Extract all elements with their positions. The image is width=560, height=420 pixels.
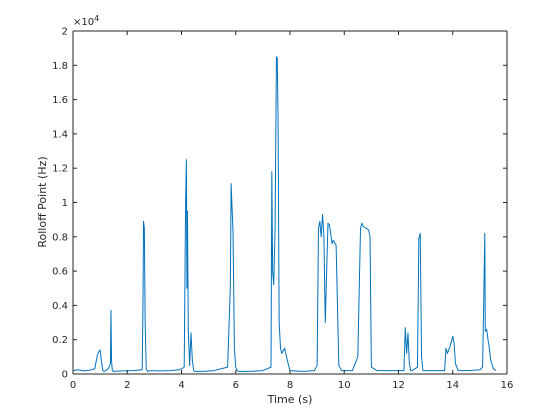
x-tick-label: 2 (124, 380, 130, 391)
x-tick-label: 16 (501, 380, 514, 391)
y-axis-label: Rolloff Point (Hz) (36, 156, 49, 247)
x-ticks: 0 2 4 6 8 10 12 14 16 (70, 31, 514, 391)
series-line-0 (72, 56, 497, 372)
y-tick-label: 1.6 (52, 95, 68, 106)
x-tick-label: 4 (178, 380, 184, 391)
y-tick-label: 1 (62, 198, 68, 209)
x-axis-label: Time (s) (267, 393, 313, 406)
plot-area (73, 31, 507, 374)
y-tick-label: 0.8 (52, 232, 68, 243)
y-tick-label: 1.2 (52, 164, 68, 175)
y-tick-label: 2 (62, 27, 68, 38)
x-tick-label: 10 (338, 380, 351, 391)
x-tick-label: 6 (233, 380, 239, 391)
y-tick-label: 0.4 (52, 301, 68, 312)
y-exponent-base: ×10 (73, 17, 94, 28)
x-tick-label: 12 (392, 380, 405, 391)
x-tick-label: 0 (70, 380, 76, 391)
y-tick-label: 0 (62, 370, 68, 381)
data-layer (72, 56, 497, 372)
y-tick-label: 1.4 (52, 129, 68, 140)
y-ticks: 0 0.2 0.4 0.6 0.8 1 1.2 1.4 1.6 1.8 2 (52, 27, 507, 381)
y-exponent-label: ×104 (73, 14, 99, 28)
x-tick-label: 8 (287, 380, 293, 391)
y-tick-label: 0.6 (52, 267, 68, 278)
x-tick-label: 14 (446, 380, 459, 391)
y-tick-label: 1.8 (52, 61, 68, 72)
y-tick-label: 0.2 (52, 335, 68, 346)
y-exponent-power: 4 (94, 14, 99, 23)
